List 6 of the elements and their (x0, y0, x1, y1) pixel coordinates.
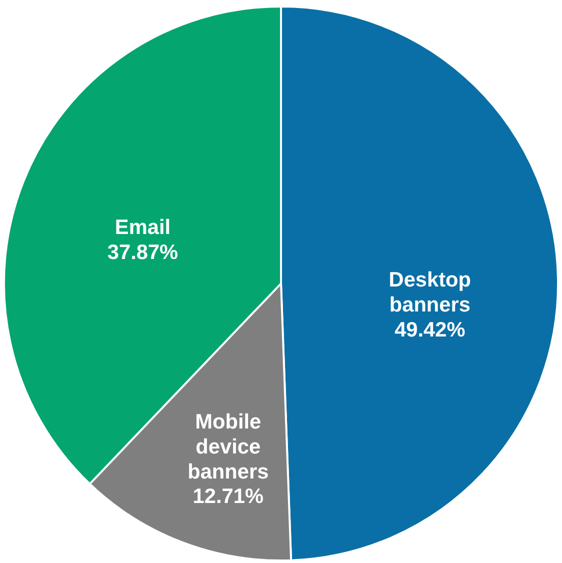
slice-label: Mobile device banners (188, 410, 269, 484)
data-label: 12.71% (192, 485, 264, 508)
slice-label: Desktop banners (388, 268, 472, 317)
data-label: 37.87% (107, 240, 178, 264)
slice-label: Email (114, 216, 171, 240)
data-label: 49.42% (394, 318, 466, 342)
